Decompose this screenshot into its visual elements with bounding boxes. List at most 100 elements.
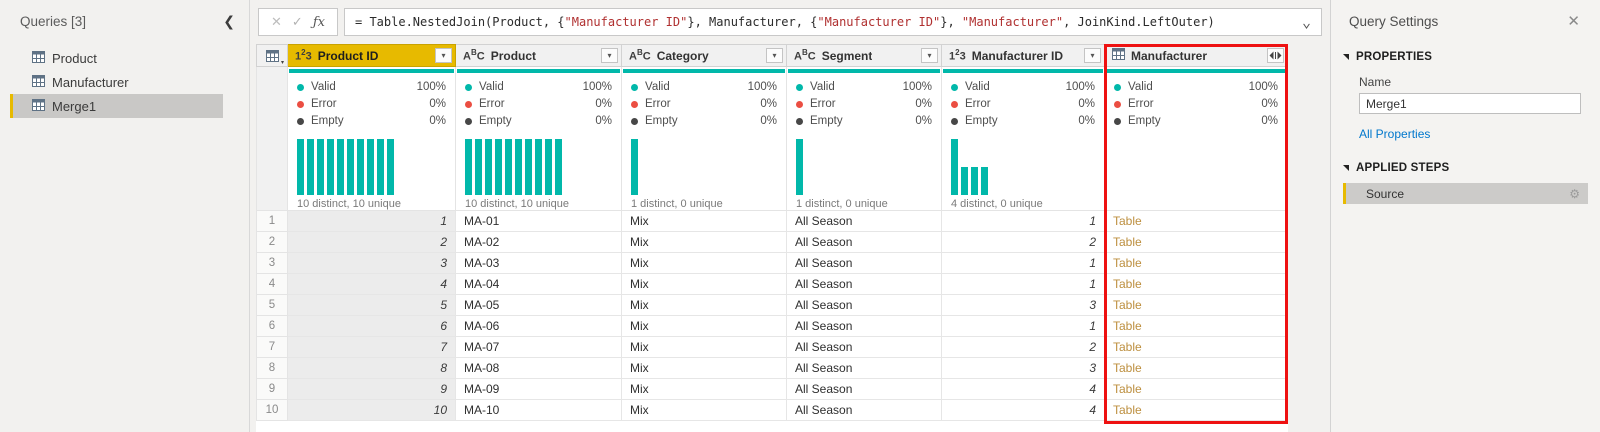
- cell-category[interactable]: Mix: [621, 252, 787, 274]
- cell-product-id[interactable]: 4: [287, 273, 456, 295]
- applied-steps-section-header[interactable]: APPLIED STEPS: [1331, 162, 1600, 174]
- cell-segment[interactable]: All Season: [786, 336, 942, 358]
- filter-dropdown-icon[interactable]: ▾: [601, 48, 618, 63]
- cell-product-id[interactable]: 2: [287, 231, 456, 253]
- column-header-category[interactable]: ABC Category ▾: [621, 44, 787, 67]
- properties-section-header[interactable]: PROPERTIES: [1331, 51, 1600, 63]
- cell-product[interactable]: MA-02: [455, 231, 622, 253]
- row-number[interactable]: 5: [256, 294, 288, 316]
- cell-segment[interactable]: All Season: [786, 294, 942, 316]
- row-number[interactable]: 9: [256, 378, 288, 400]
- cell-segment[interactable]: All Season: [786, 378, 942, 400]
- applied-step-source[interactable]: Source ⚙: [1343, 183, 1588, 204]
- cell-segment[interactable]: All Season: [786, 231, 942, 253]
- cell-product[interactable]: MA-04: [455, 273, 622, 295]
- sidebar-item-merge1[interactable]: Merge1: [10, 94, 223, 118]
- row-number[interactable]: 3: [256, 252, 288, 274]
- filter-dropdown-icon[interactable]: ▾: [921, 48, 938, 63]
- row-number[interactable]: 4: [256, 273, 288, 295]
- query-name-input[interactable]: [1359, 93, 1581, 114]
- cell-manufacturer-id[interactable]: 3: [941, 294, 1105, 316]
- cell-manufacturer-table-link[interactable]: Table: [1104, 378, 1288, 400]
- cell-category[interactable]: Mix: [621, 399, 787, 421]
- expand-column-icon[interactable]: [1267, 48, 1284, 63]
- fx-icon[interactable]: ƒx: [312, 14, 325, 30]
- cell-category[interactable]: Mix: [621, 378, 787, 400]
- cell-manufacturer-id[interactable]: 2: [941, 336, 1105, 358]
- select-all-cell[interactable]: ▾: [256, 44, 288, 67]
- cell-manufacturer-id[interactable]: 3: [941, 357, 1105, 379]
- cell-manufacturer-table-link[interactable]: Table: [1104, 210, 1288, 232]
- cell-product-id[interactable]: 8: [287, 357, 456, 379]
- cell-product[interactable]: MA-03: [455, 252, 622, 274]
- cell-manufacturer-id[interactable]: 4: [941, 378, 1105, 400]
- close-icon[interactable]: ✕: [1567, 13, 1580, 30]
- cell-manufacturer-id[interactable]: 2: [941, 231, 1105, 253]
- cell-segment[interactable]: All Season: [786, 210, 942, 232]
- cell-manufacturer-table-link[interactable]: Table: [1104, 336, 1288, 358]
- formula-input[interactable]: = Table.NestedJoin(Product, {"Manufactur…: [344, 8, 1322, 36]
- cell-category[interactable]: Mix: [621, 357, 787, 379]
- cell-category[interactable]: Mix: [621, 210, 787, 232]
- formula-segment: "Manufacturer ID": [817, 15, 941, 29]
- cell-category[interactable]: Mix: [621, 336, 787, 358]
- column-header-product-id[interactable]: 123 Product ID ▾: [287, 44, 456, 67]
- row-number[interactable]: 8: [256, 357, 288, 379]
- cell-manufacturer-table-link[interactable]: Table: [1104, 399, 1288, 421]
- cell-manufacturer-id[interactable]: 1: [941, 273, 1105, 295]
- column-header-manufacturer-id[interactable]: 123 Manufacturer ID ▾: [941, 44, 1105, 67]
- cancel-icon[interactable]: ✕: [271, 14, 282, 29]
- cell-manufacturer-table-link[interactable]: Table: [1104, 315, 1288, 337]
- cell-manufacturer-id[interactable]: 1: [941, 315, 1105, 337]
- cell-product[interactable]: MA-08: [455, 357, 622, 379]
- cell-category[interactable]: Mix: [621, 273, 787, 295]
- collapse-pane-icon[interactable]: ❮: [223, 13, 235, 29]
- cell-category[interactable]: Mix: [621, 315, 787, 337]
- cell-manufacturer-table-link[interactable]: Table: [1104, 273, 1288, 295]
- cell-manufacturer-table-link[interactable]: Table: [1104, 252, 1288, 274]
- cell-segment[interactable]: All Season: [786, 399, 942, 421]
- cell-manufacturer-table-link[interactable]: Table: [1104, 231, 1288, 253]
- row-number[interactable]: 10: [256, 399, 288, 421]
- cell-manufacturer-table-link[interactable]: Table: [1104, 294, 1288, 316]
- cell-product[interactable]: MA-10: [455, 399, 622, 421]
- cell-product-id[interactable]: 1: [287, 210, 456, 232]
- all-properties-link[interactable]: All Properties: [1359, 127, 1431, 141]
- cell-category[interactable]: Mix: [621, 294, 787, 316]
- cell-manufacturer-id[interactable]: 4: [941, 399, 1105, 421]
- cell-manufacturer-id[interactable]: 1: [941, 252, 1105, 274]
- cell-product-id[interactable]: 5: [287, 294, 456, 316]
- gear-icon[interactable]: ⚙: [1569, 186, 1580, 201]
- cell-product[interactable]: MA-01: [455, 210, 622, 232]
- row-number[interactable]: 2: [256, 231, 288, 253]
- cell-category[interactable]: Mix: [621, 231, 787, 253]
- cell-product-id[interactable]: 7: [287, 336, 456, 358]
- cell-segment[interactable]: All Season: [786, 357, 942, 379]
- row-number[interactable]: 1: [256, 210, 288, 232]
- cell-product[interactable]: MA-09: [455, 378, 622, 400]
- cell-product-id[interactable]: 9: [287, 378, 456, 400]
- cell-product[interactable]: MA-05: [455, 294, 622, 316]
- column-header-segment[interactable]: ABC Segment ▾: [786, 44, 942, 67]
- filter-dropdown-icon[interactable]: ▾: [1084, 48, 1101, 63]
- expand-formula-bar-icon[interactable]: ⌄: [1301, 13, 1311, 31]
- cell-product[interactable]: MA-06: [455, 315, 622, 337]
- cell-manufacturer-id[interactable]: 1: [941, 210, 1105, 232]
- cell-manufacturer-table-link[interactable]: Table: [1104, 357, 1288, 379]
- cell-segment[interactable]: All Season: [786, 315, 942, 337]
- filter-dropdown-icon[interactable]: ▾: [766, 48, 783, 63]
- filter-dropdown-icon[interactable]: ▾: [435, 48, 452, 63]
- accept-icon[interactable]: ✓: [291, 14, 303, 29]
- column-header-product[interactable]: ABC Product ▾: [455, 44, 622, 67]
- cell-product[interactable]: MA-07: [455, 336, 622, 358]
- column-header-manufacturer[interactable]: Manufacturer: [1104, 44, 1288, 67]
- sidebar-item-manufacturer[interactable]: Manufacturer: [10, 70, 223, 94]
- row-number[interactable]: 6: [256, 315, 288, 337]
- cell-product-id[interactable]: 10: [287, 399, 456, 421]
- cell-product-id[interactable]: 3: [287, 252, 456, 274]
- sidebar-item-product[interactable]: Product: [10, 46, 223, 70]
- cell-product-id[interactable]: 6: [287, 315, 456, 337]
- cell-segment[interactable]: All Season: [786, 273, 942, 295]
- cell-segment[interactable]: All Season: [786, 252, 942, 274]
- row-number[interactable]: 7: [256, 336, 288, 358]
